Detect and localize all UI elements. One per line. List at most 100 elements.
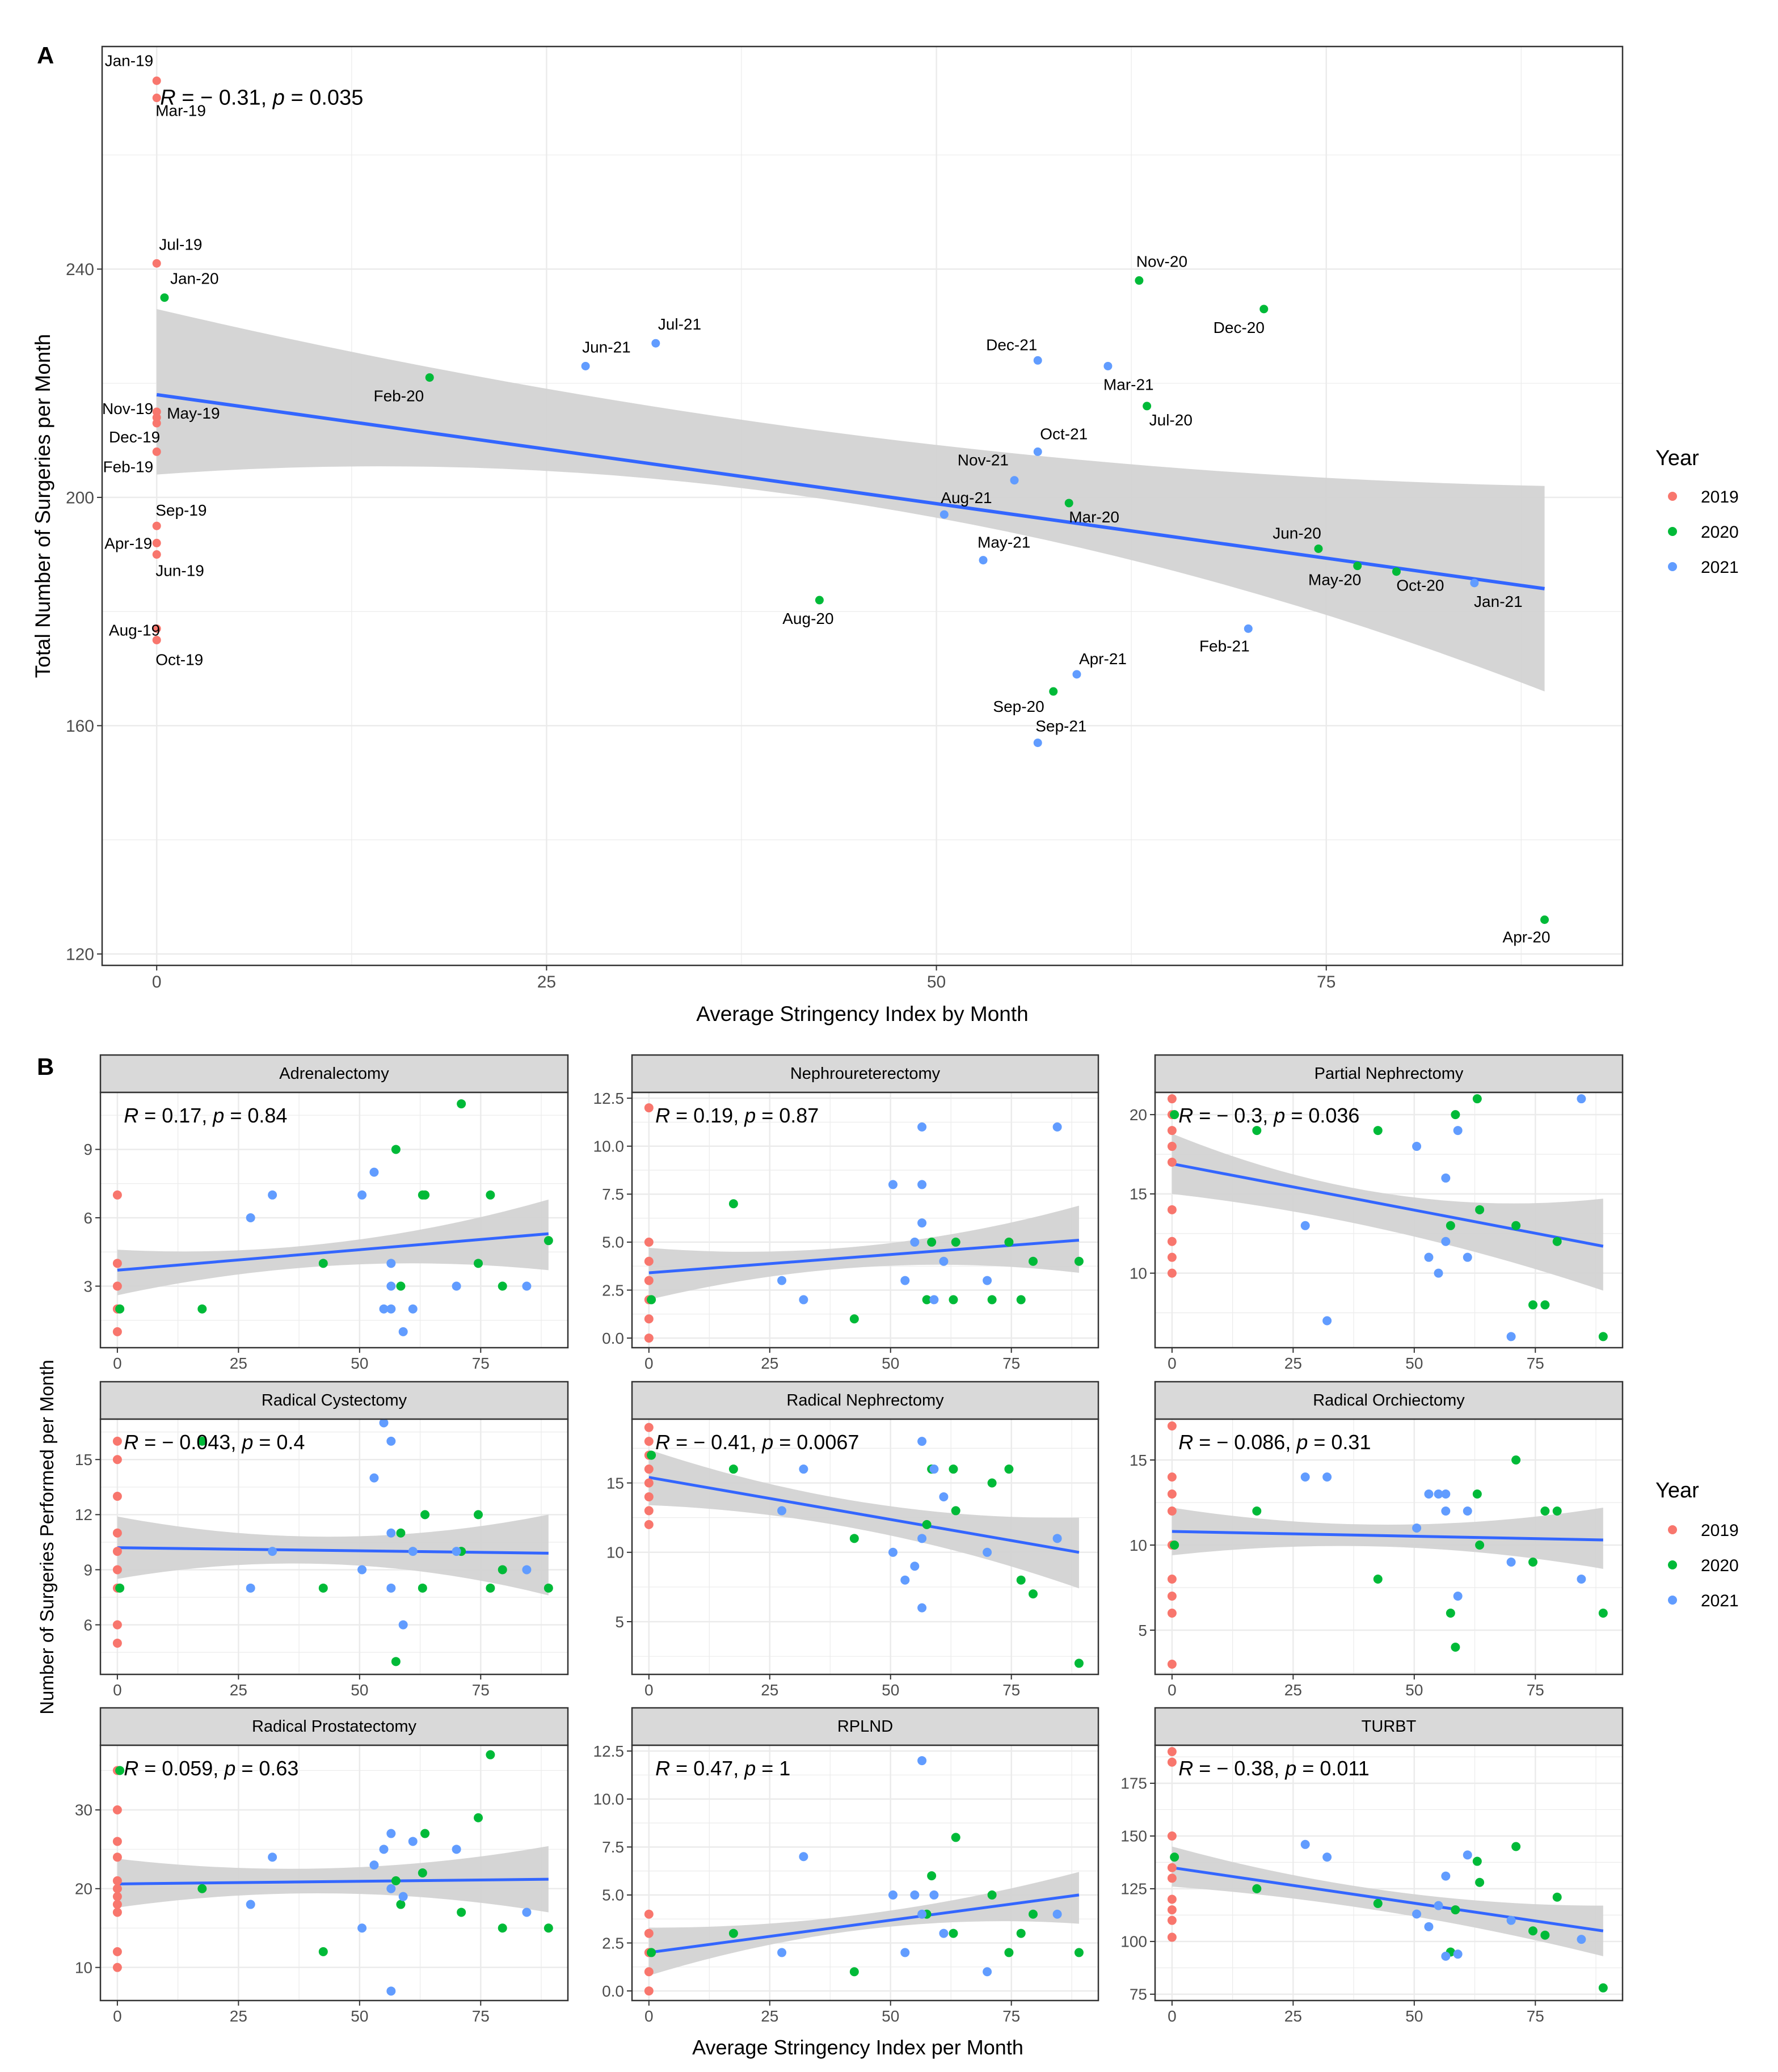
point-label: Feb-20 <box>374 387 424 405</box>
data-point-2021 <box>369 1473 379 1483</box>
x-tick-label: 25 <box>1284 1681 1302 1699</box>
point-label: Jan-21 <box>1474 593 1523 610</box>
y-tick-label: 10 <box>606 1544 624 1562</box>
data-point-2021 <box>910 1562 920 1571</box>
data-point-2020 <box>115 1583 125 1593</box>
data-point-2021 <box>1412 1524 1422 1533</box>
data-point-2019 <box>112 1259 122 1268</box>
data-point-2019 <box>152 624 161 633</box>
confidence-band <box>117 1514 549 1596</box>
data-point-2019 <box>1167 1660 1177 1669</box>
panel-border <box>1154 1744 1624 2002</box>
y-tick-label: 240 <box>66 260 94 279</box>
data-point-2020 <box>1170 1541 1179 1550</box>
data-point-2020 <box>849 1314 859 1324</box>
panel-b-legend-title: Year <box>1655 1479 1699 1503</box>
data-point-2019 <box>644 1465 654 1474</box>
legend-label-2019: 2019 <box>1701 1521 1739 1540</box>
data-point-2021 <box>246 1900 255 1909</box>
y-tick-label: 7.5 <box>602 1838 624 1856</box>
data-point-2019 <box>152 521 161 530</box>
data-point-2020 <box>115 1304 125 1314</box>
data-point-2021 <box>408 1304 418 1314</box>
facet-title: Radical Cystectomy <box>262 1391 407 1410</box>
data-point-2020 <box>927 1871 937 1881</box>
data-point-2020 <box>1598 1609 1608 1618</box>
data-point-2020 <box>543 1236 553 1246</box>
data-point-2021 <box>1463 1506 1472 1516</box>
data-point-2020 <box>1475 1205 1485 1214</box>
facet-strip <box>99 1054 569 1094</box>
y-tick-label: 175 <box>1120 1775 1147 1792</box>
facet-radical-nephrectomy: Radical Nephrectomy 0 25 50 75 5 10 15 R = − 0.4… <box>606 1381 1099 1699</box>
point-label: May-20 <box>1308 571 1361 589</box>
data-point-2021 <box>1322 1472 1332 1482</box>
data-point-2020 <box>1552 1237 1562 1246</box>
data-point-2021 <box>1424 1252 1434 1262</box>
data-point-2020 <box>1528 1558 1538 1567</box>
y-tick-label: 30 <box>75 1801 92 1819</box>
x-tick-label: 0 <box>113 1681 122 1699</box>
data-point-2020 <box>160 293 169 302</box>
data-point-2019 <box>152 76 161 85</box>
point-label: Jun-20 <box>1273 524 1321 542</box>
data-point-2019 <box>1167 1268 1177 1278</box>
data-point-2021 <box>1441 1951 1451 1961</box>
x-tick-label: 50 <box>351 1354 368 1372</box>
data-point-2021 <box>777 1506 787 1516</box>
confidence-band <box>1172 1133 1603 1291</box>
data-point-2021 <box>888 1890 898 1900</box>
data-point-2019 <box>1167 1863 1177 1872</box>
data-point-2020 <box>1373 1898 1383 1908</box>
data-point-2019 <box>644 1986 654 1996</box>
data-point-2021 <box>581 361 590 370</box>
data-point-2020 <box>391 1657 401 1666</box>
point-label: May-21 <box>978 534 1030 551</box>
y-tick-label: 7.5 <box>602 1185 624 1203</box>
data-point-2020 <box>498 1565 507 1575</box>
y-tick-label: 2.5 <box>602 1934 624 1952</box>
data-point-2021 <box>452 1281 461 1291</box>
facet-strip <box>1154 1707 1624 1746</box>
data-point-2021 <box>1300 1472 1310 1482</box>
data-point-2021 <box>246 1583 255 1593</box>
data-point-2019 <box>1167 1747 1177 1757</box>
data-point-2019 <box>1167 1894 1177 1904</box>
data-point-2019 <box>1167 1831 1177 1841</box>
data-point-2019 <box>644 1478 654 1488</box>
x-tick-label: 75 <box>1527 2007 1544 2025</box>
data-point-2021 <box>1577 1094 1586 1104</box>
data-point-2021 <box>983 1276 992 1285</box>
y-tick-label: 10 <box>1130 1537 1147 1554</box>
data-point-2020 <box>318 1947 328 1956</box>
facet-title: Radical Orchiectomy <box>1313 1391 1465 1410</box>
facet-adrenalectomy: Adrenalectomy 0 25 50 75 3 6 9 R = 0.17, p = 0.8… <box>83 1054 569 1372</box>
data-point-2021 <box>1453 1949 1463 1959</box>
y-tick-label: 0.0 <box>602 1330 624 1347</box>
panel-border <box>99 1744 569 2002</box>
point-label: Feb-21 <box>1199 637 1250 655</box>
data-point-2020 <box>1004 1948 1014 1957</box>
data-point-2021 <box>408 1547 418 1556</box>
x-tick-label: 25 <box>761 1354 778 1372</box>
data-point-2020 <box>1475 1541 1485 1550</box>
data-point-2019 <box>152 538 161 547</box>
y-tick-label: 12.5 <box>593 1090 625 1107</box>
data-point-2021 <box>929 1890 939 1900</box>
data-point-2021 <box>398 1327 408 1336</box>
data-point-2021 <box>386 1829 396 1838</box>
point-label: Dec-20 <box>1214 319 1265 336</box>
x-tick-label: 50 <box>1405 1681 1423 1699</box>
data-point-2019 <box>1167 1252 1177 1262</box>
data-point-2019 <box>112 1455 122 1465</box>
data-point-2019 <box>152 635 161 644</box>
point-label: Sep-19 <box>155 501 207 519</box>
y-tick-label: 15 <box>1130 1185 1147 1203</box>
point-label: Mar-19 <box>155 102 206 120</box>
data-point-2020 <box>1451 1905 1460 1915</box>
panel-b-xlabel: Average Stringency Index per Month <box>692 2036 1023 2059</box>
data-point-2020 <box>1049 687 1058 696</box>
x-tick-label: 50 <box>882 1681 899 1699</box>
data-point-2019 <box>644 1967 654 1977</box>
point-label: Mar-20 <box>1069 508 1119 526</box>
